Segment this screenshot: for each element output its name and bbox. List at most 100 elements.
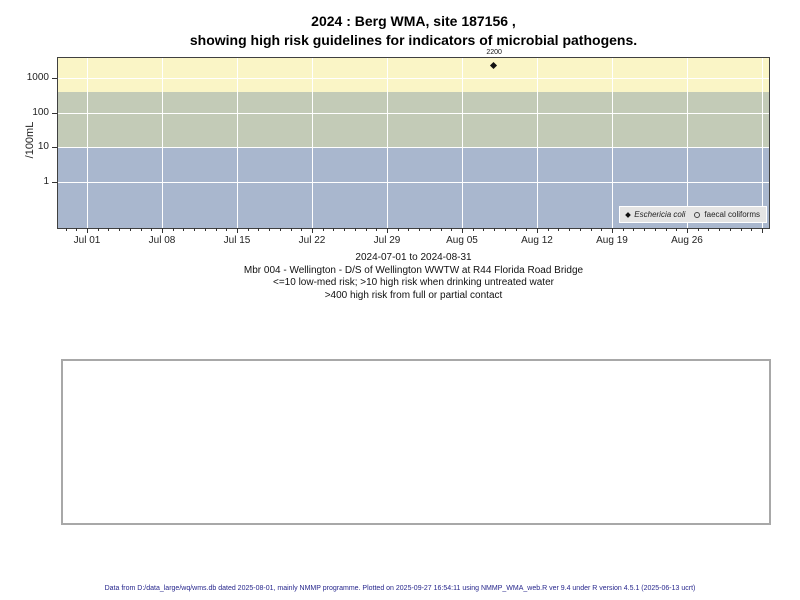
gridline-vertical [162, 58, 163, 228]
x-axis-minor-tick [494, 228, 496, 231]
x-axis-minor-tick [376, 228, 378, 231]
x-axis-minor-tick [151, 228, 153, 231]
gridline-horizontal [58, 147, 769, 149]
filled-diamond-icon [625, 211, 632, 218]
y-axis-tick [52, 147, 57, 149]
x-axis-minor-tick [569, 228, 571, 231]
x-axis-minor-tick [633, 228, 635, 231]
caption-risk-drinking: <=10 low-med risk; >10 high risk when dr… [273, 277, 554, 288]
x-axis-tick-label: Aug 26 [671, 235, 703, 246]
x-axis-minor-tick [97, 228, 99, 231]
x-axis-minor-tick [719, 228, 721, 231]
x-axis-tick-label: Jul 29 [373, 235, 401, 246]
caption-date-range: 2024-07-01 to 2024-08-31 [355, 252, 472, 263]
x-axis-minor-tick [129, 228, 131, 231]
x-axis-tick-label: Aug 12 [521, 235, 553, 246]
plot-axes: Eschericia coli faecal coliforms Jul 01 Ju… [27, 49, 770, 246]
y-axis-tick-label: 100 [32, 106, 49, 118]
x-axis-major-tick [312, 228, 313, 233]
risk-band [58, 91, 769, 148]
y-axis-tick-label: 10 [37, 141, 49, 153]
x-axis-major-tick [612, 228, 613, 233]
gridline-vertical [462, 58, 463, 228]
legend: Eschericia coli faecal coliforms [619, 206, 767, 223]
gridline-vertical [537, 58, 538, 228]
x-axis-minor-tick [408, 228, 410, 231]
y-axis-tick [52, 112, 57, 114]
x-axis-tick-label: Jul 15 [223, 235, 251, 246]
x-axis-major-tick [237, 228, 238, 233]
x-axis-major-tick [462, 228, 463, 233]
caption-risk-contact: >400 high risk from full or partial cont… [324, 289, 503, 301]
x-axis-major-tick [687, 228, 688, 233]
legend-entry: Eschericia coli [625, 210, 686, 219]
x-axis-tick-label: Jul 01 [73, 235, 101, 246]
x-axis-minor-tick [504, 228, 506, 231]
x-axis-minor-tick [215, 228, 217, 231]
x-axis-tick-label: Aug 19 [596, 235, 628, 246]
x-axis-minor-tick [740, 228, 742, 231]
x-axis-minor-tick [76, 228, 78, 231]
x-axis-minor-tick [290, 228, 292, 231]
gridline-horizontal [58, 77, 769, 79]
legend-entry-label: Eschericia coli [634, 210, 686, 219]
x-axis-minor-tick [140, 228, 142, 231]
x-axis-major-tick [762, 228, 763, 233]
chart-title-line1: 2024 : Berg WMA, site 187156 , [311, 13, 516, 29]
footer-text: Data from D:/data_large/wq/wms.db dated … [104, 585, 696, 592]
x-axis-minor-tick [654, 228, 656, 231]
gridline-vertical [687, 58, 688, 228]
y-axis-title: /100mL [24, 121, 36, 159]
x-axis-minor-tick [172, 228, 174, 231]
x-axis-major-tick [162, 228, 163, 233]
gridline-vertical [387, 58, 388, 228]
x-axis-minor-tick [269, 228, 271, 231]
y-axis-tick-label: 1 [43, 176, 49, 187]
gridline-horizontal [58, 112, 769, 114]
x-axis-minor-tick [590, 228, 592, 231]
x-axis-major-tick [537, 228, 538, 233]
x-axis-minor-tick [108, 228, 110, 231]
x-axis-minor-tick [440, 228, 442, 231]
plot-panel: Eschericia coli faecal coliforms [57, 57, 770, 229]
x-axis-minor-tick [344, 228, 346, 231]
x-axis-minor-tick [472, 228, 474, 231]
caption-block: 2024-07-01 to 2024-08-31 Mbr 004 - Welli… [58, 252, 769, 302]
x-axis-tick-label: Aug 05 [446, 235, 478, 246]
x-axis-minor-tick [676, 228, 678, 231]
x-axis-minor-tick [397, 228, 399, 231]
x-axis-minor-tick [483, 228, 485, 231]
x-axis-minor-tick [451, 228, 453, 231]
gridline-vertical [87, 58, 88, 228]
x-axis-minor-tick [644, 228, 646, 231]
gridline-vertical [762, 58, 763, 228]
x-axis-minor-tick [697, 228, 699, 231]
notes-panel [61, 359, 771, 525]
gridline-vertical [237, 58, 238, 228]
x-axis-minor-tick [622, 228, 624, 231]
data-point-label: 2200 [486, 48, 502, 56]
open-circle-icon [694, 211, 701, 218]
x-axis-minor-tick [729, 228, 731, 231]
risk-band [58, 58, 769, 92]
x-axis-minor-tick [354, 228, 356, 231]
x-axis-minor-tick [515, 228, 517, 231]
x-axis-tick-label: Jul 08 [148, 235, 176, 246]
x-axis-minor-tick [301, 228, 303, 231]
x-axis-tick-label: Jul 22 [298, 235, 326, 246]
x-axis-minor-tick [365, 228, 367, 231]
x-axis-minor-tick [558, 228, 560, 231]
x-axis-minor-tick [119, 228, 121, 231]
chart-title: 2024 : Berg WMA, site 187156 , showing h… [58, 12, 769, 50]
x-axis-major-tick [387, 228, 388, 233]
x-axis-minor-tick [183, 228, 185, 231]
chart-title-line2: showing high risk guidelines for indicat… [189, 32, 638, 48]
y-axis-tick [52, 77, 57, 79]
x-axis-minor-tick [601, 228, 603, 231]
x-axis-minor-tick [247, 228, 249, 231]
x-axis-minor-tick [665, 228, 667, 231]
legend-entry: faecal coliforms [694, 210, 760, 219]
x-axis-minor-tick [65, 228, 67, 231]
x-axis-minor-tick [204, 228, 206, 231]
